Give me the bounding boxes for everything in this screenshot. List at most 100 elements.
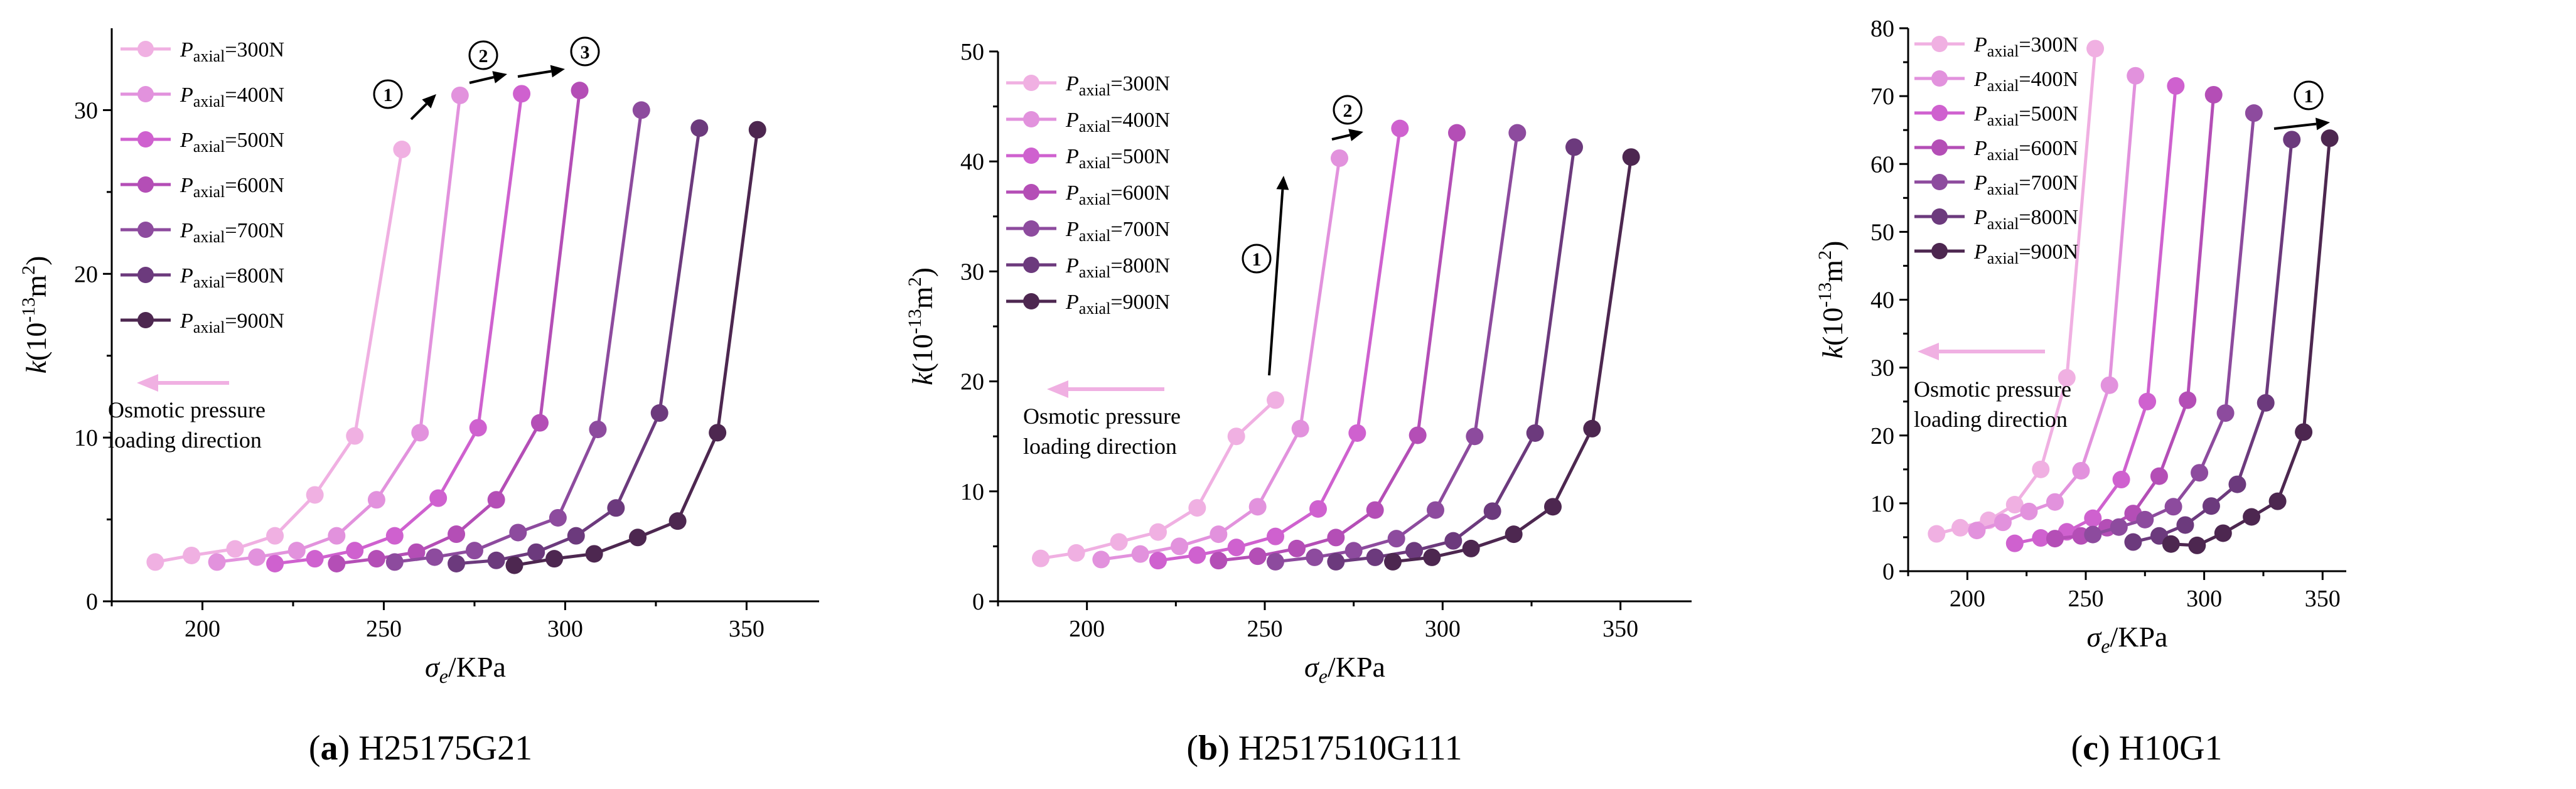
data-point	[1951, 518, 1970, 537]
x-tick-label: 250	[2068, 586, 2103, 612]
legend-symbol: P	[180, 174, 193, 197]
data-point	[1583, 419, 1601, 437]
data-point	[146, 553, 164, 571]
y-tick-label: 20	[74, 261, 98, 287]
panel-caption: (a) H25175G21	[309, 729, 532, 768]
data-point	[2162, 535, 2180, 553]
legend-subscript: axial	[1987, 42, 2019, 60]
data-point	[1508, 124, 1527, 142]
data-point	[2084, 509, 2102, 527]
data-point	[487, 491, 505, 509]
y-axis-exponent: -13	[1815, 282, 1835, 308]
y-tick-label: 30	[74, 97, 98, 124]
x-axis-unit: /KPa	[448, 651, 506, 683]
caption-name: H25175G21	[358, 729, 532, 768]
y-tick-label: 0	[1882, 559, 1894, 585]
panel-a: 200 250 300 3500102030σe/KPak(10-13m2)Paxia…	[18, 28, 819, 768]
data-point	[1466, 427, 1484, 446]
caption-name: H2517510G111	[1238, 729, 1462, 768]
data-point	[1210, 552, 1228, 570]
x-axis-label: σe/KPa	[425, 651, 506, 687]
data-point	[513, 85, 531, 103]
data-point	[2164, 498, 2182, 516]
data-point	[183, 546, 201, 564]
legend-symbol: P	[1973, 171, 1987, 195]
legend-subscript: axial	[1079, 190, 1111, 208]
data-point	[2204, 85, 2223, 104]
data-point	[1994, 513, 2012, 532]
legend-symbol: P	[1973, 33, 1987, 56]
legend-swatch-marker	[137, 86, 154, 102]
data-point	[1409, 426, 1427, 444]
direction-arrow-head	[137, 374, 158, 392]
legend-symbol: P	[180, 83, 193, 107]
data-point	[429, 489, 448, 507]
y-tick-label: 0	[972, 589, 984, 615]
legend-swatch-marker	[1931, 139, 1948, 156]
y-axis-unit-c: )	[906, 267, 938, 277]
data-point	[589, 421, 607, 439]
data-point	[248, 548, 266, 566]
data-point	[1227, 427, 1245, 446]
data-point	[1267, 552, 1284, 571]
marker-arrow-shaft	[469, 76, 495, 84]
data-point	[2245, 104, 2263, 122]
panel-caption: (c) H10G1	[2071, 729, 2222, 768]
panel-c: 200 250 300 350 0 10 20 30 40 50 60 70 80 σe/KPa k(10-…	[1815, 16, 2346, 768]
y-axis-unit-b: m	[20, 275, 52, 298]
data-point	[1405, 542, 1423, 560]
y-tick-label: 30	[1870, 355, 1894, 382]
data-point	[545, 550, 564, 568]
legend-label: =900N	[1110, 291, 1170, 314]
data-point	[2005, 496, 2024, 514]
data-point	[505, 556, 523, 574]
data-point	[1384, 552, 1402, 571]
legend-subscript: axial	[1987, 77, 2019, 95]
x-axis-label: σe/KPa	[2087, 621, 2168, 657]
y-axis-label: k(10-13m2)	[1815, 241, 1849, 359]
marker-circle	[1333, 95, 1363, 125]
legend-symbol: P	[1065, 181, 1079, 205]
data-point	[1366, 501, 1384, 519]
data-point	[1149, 523, 1167, 541]
caption-open: (	[309, 729, 321, 768]
panel-b: 200 250 300 35001020304050σe/KPak(10-13m2)P…	[904, 39, 1692, 768]
legend-subscript: axial	[1079, 117, 1111, 136]
series-line	[2171, 137, 2332, 547]
legend-label: =300N	[225, 38, 284, 62]
legend-symbol: P	[180, 264, 193, 287]
legend-subscript: axial	[1987, 146, 2019, 164]
y-axis-square: 2	[18, 266, 39, 275]
legend-symbol: P	[1065, 291, 1079, 314]
legend-label: =700N	[2019, 171, 2078, 195]
marker-arrow-head	[492, 71, 507, 83]
data-point	[2216, 404, 2235, 422]
legend-label: =600N	[1110, 181, 1170, 205]
data-point	[1131, 545, 1149, 563]
y-tick-label: 20	[960, 369, 984, 395]
legend-subscript: axial	[193, 137, 225, 156]
legend-swatch-marker	[137, 176, 154, 193]
x-axis-unit: /KPa	[2110, 621, 2167, 653]
marker-number: 1	[2304, 86, 2314, 107]
data-point	[1391, 119, 1409, 137]
legend-swatch-marker	[1023, 257, 1039, 273]
legend-symbol: P	[180, 129, 193, 152]
data-point	[1248, 547, 1267, 566]
data-point	[549, 508, 567, 527]
legend-entry: Paxial=400N	[180, 83, 284, 110]
x-axis-subscript: e	[2101, 635, 2110, 657]
x-tick-label: 350	[729, 616, 765, 642]
data-point	[367, 491, 385, 509]
data-point	[1188, 546, 1206, 564]
data-point	[2202, 497, 2220, 515]
data-point	[2321, 129, 2339, 148]
data-point	[1622, 148, 1640, 166]
legend-subscript: axial	[1987, 180, 2019, 198]
data-point	[448, 555, 466, 573]
marker-number: 2	[479, 46, 488, 67]
data-point	[1427, 501, 1444, 519]
data-point	[629, 529, 647, 547]
legend-label: =600N	[2019, 137, 2078, 160]
annotation-line-2: loading direction	[1023, 434, 1177, 459]
